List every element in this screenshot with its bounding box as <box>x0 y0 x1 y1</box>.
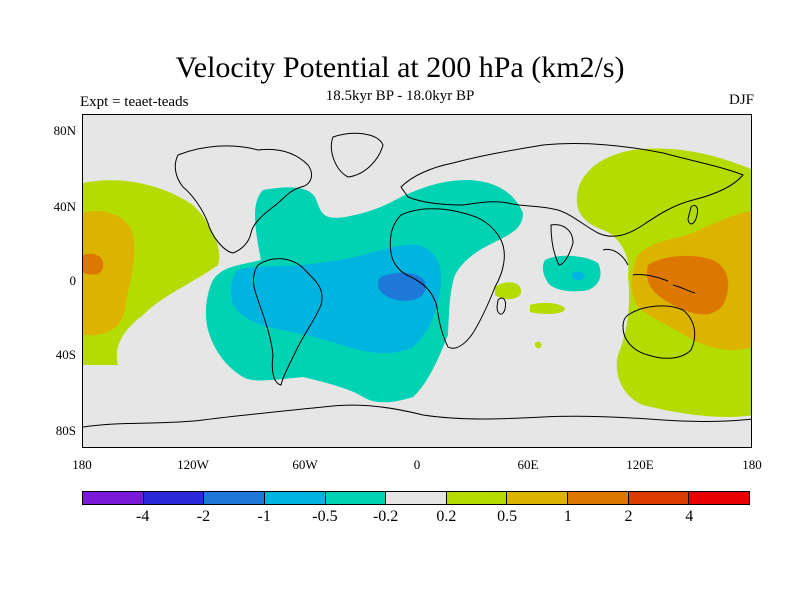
map-panel <box>82 114 752 448</box>
chart-subtitle: 18.5kyr BP - 18.0kyr BP <box>325 88 475 104</box>
lon-label-60w: 60W <box>292 457 318 472</box>
colorbar-swatch <box>143 492 205 504</box>
colorbar-swatch <box>689 492 750 504</box>
contour-pacific-darkorange <box>83 253 104 275</box>
contour-indian-negative-teal <box>542 255 601 292</box>
colorbar-swatch <box>204 492 265 504</box>
contour-pacific-west-orange <box>83 211 135 336</box>
coastlines <box>83 132 751 428</box>
colorbar-swatch <box>325 492 387 504</box>
colorbar-swatch <box>628 492 690 504</box>
colorbar-swatch <box>264 492 326 504</box>
colorbar-label: 0.5 <box>497 508 518 525</box>
chart-title: Velocity Potential at 200 hPa (km2/s) <box>175 51 625 84</box>
contour-atlantic-negative-cyan <box>230 244 442 354</box>
colorbar-label: -2 <box>196 508 211 525</box>
lon-label-0: 0 <box>413 457 421 472</box>
colorbar-label: 0.2 <box>436 508 457 525</box>
season-label: DJF <box>728 92 754 108</box>
contour-atlantic-negative-blue <box>377 272 426 301</box>
colorbar-swatch <box>83 492 144 504</box>
colorbar-label: -1 <box>257 508 271 525</box>
colorbar-swatch <box>446 492 508 504</box>
lon-label-120e: 120E <box>626 457 654 472</box>
contour-asia-darkorange <box>646 255 729 315</box>
lat-label-40s: 40S <box>55 347 76 362</box>
colorbar-swatch <box>386 492 447 504</box>
colorbar-label: 2 <box>624 508 633 525</box>
colorbar-swatch <box>507 492 569 504</box>
contour-africa-positive <box>495 282 522 300</box>
lat-label-80s: 80S <box>55 423 76 438</box>
colorbar-label: 1 <box>563 508 572 525</box>
lat-label-0: 0 <box>69 273 77 288</box>
lon-label-180w: 180 <box>72 457 92 472</box>
map-plot <box>83 115 751 447</box>
colorbar-label: -0.5 <box>312 508 338 525</box>
experiment-label: Expt = teaet-teads <box>80 94 189 110</box>
colorbar-swatch <box>568 492 629 504</box>
colorbar-label: 4 <box>685 508 694 525</box>
lon-label-60e: 60E <box>517 457 539 472</box>
lat-label-80n: 80N <box>53 123 76 138</box>
colorbar-label: -0.2 <box>372 508 399 525</box>
lat-label-40n: 40N <box>53 199 76 214</box>
lon-label-120w: 120W <box>177 457 209 472</box>
colorbar-label: -4 <box>136 508 150 525</box>
contour-southatl-positive <box>534 341 542 349</box>
contour-indian-positive <box>530 302 565 314</box>
colorbar <box>82 491 750 505</box>
contour-indian-negative-cyan <box>572 271 585 280</box>
lon-label-180e: 180 <box>742 457 762 472</box>
